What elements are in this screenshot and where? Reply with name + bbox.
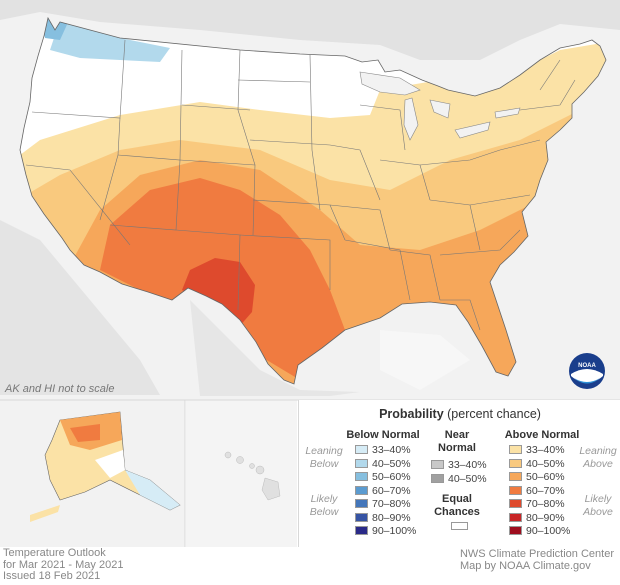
outlook-title: Temperature Outlook [3, 547, 106, 559]
near-normal-legend-item: 33–40% [431, 460, 487, 471]
likely-below-label: Likely Below [309, 493, 339, 518]
leaning-above-label: Leaning Above [579, 445, 617, 470]
legend-title: Probability (percent chance) [379, 407, 541, 421]
below-normal-legend-item: 70–80% [355, 499, 411, 510]
above-normal-swatch [509, 499, 522, 508]
above-normal-swatch-label: 70–80% [526, 498, 565, 510]
below-normal-swatch [355, 472, 368, 481]
above-normal-swatch-label: 60–70% [526, 484, 565, 497]
below-normal-legend-item: 50–60% [355, 472, 411, 483]
below-normal-legend-item: 40–50% [355, 457, 411, 470]
below-normal-legend-item: 60–70% [355, 484, 411, 497]
above-normal-swatch [509, 526, 522, 535]
outlook-period: for Mar 2021 - May 2021 [3, 558, 124, 571]
near-normal-legend-item: 40–50% [431, 472, 487, 485]
above-normal-legend-item: 80–90% [509, 511, 565, 524]
near-normal-swatch-label: 40–50% [448, 472, 487, 485]
above-normal-heading: Above Normal [504, 429, 580, 441]
above-normal-legend-item: 90–100% [509, 526, 570, 537]
above-normal-swatch [509, 445, 522, 454]
issued-date: Issued 18 Feb 2021 [3, 570, 101, 582]
above-normal-legend-item: 40–50% [509, 457, 565, 470]
above-normal-swatch [509, 512, 522, 522]
near-normal-swatch [431, 473, 444, 483]
below-normal-swatch-label: 70–80% [372, 498, 411, 510]
below-normal-swatch [355, 485, 368, 495]
above-normal-swatch-label: 50–60% [526, 471, 565, 483]
below-normal-legend-item: 80–90% [355, 511, 411, 524]
above-normal-swatch-label: 40–50% [526, 457, 565, 470]
below-normal-swatch-label: 90–100% [372, 525, 417, 537]
near-normal-swatch-label: 33–40% [448, 459, 487, 471]
below-normal-heading: Below Normal [346, 429, 420, 441]
above-normal-swatch [509, 458, 522, 468]
below-normal-legend-item: 33–40% [355, 445, 411, 456]
footer-left: Temperature Outlook for Mar 2021 - May 2… [3, 547, 124, 583]
likely-above-label: Likely Above [583, 493, 613, 518]
below-normal-swatch-label: 40–50% [372, 457, 411, 470]
near-normal-swatch [431, 460, 444, 469]
above-normal-legend-item: 50–60% [509, 472, 565, 483]
below-normal-swatch-label: 80–90% [372, 511, 411, 524]
leaning-below-label: Leaning Below [305, 445, 343, 470]
equal-chances-label: Equal Chances [434, 493, 480, 518]
above-normal-legend-item: 33–40% [509, 445, 565, 456]
legend: Probability (percent chance) Below Norma… [298, 400, 620, 547]
svg-text:NOAA: NOAA [578, 363, 596, 369]
below-normal-swatch [355, 445, 368, 454]
above-normal-swatch-label: 80–90% [526, 511, 565, 524]
near-normal-heading: Near Normal [438, 429, 476, 454]
below-normal-swatch [355, 499, 368, 508]
equal-chances-swatch [451, 522, 468, 530]
above-normal-swatch-label: 33–40% [526, 444, 565, 456]
noaa-logo-icon: NOAA [569, 353, 605, 389]
below-normal-legend-item: 90–100% [355, 526, 416, 537]
below-normal-swatch-label: 60–70% [372, 484, 411, 497]
below-normal-swatch [355, 458, 368, 468]
above-normal-swatch [509, 472, 522, 481]
below-normal-swatch [355, 526, 368, 535]
above-normal-swatch-label: 90–100% [526, 525, 571, 537]
above-normal-swatch [509, 485, 522, 495]
below-normal-swatch-label: 33–40% [372, 444, 411, 456]
footer-right: NWS Climate Prediction Center Map by NOA… [460, 548, 614, 572]
source-credit: NWS Climate Prediction Center [459, 548, 614, 560]
above-normal-legend-item: 60–70% [509, 484, 565, 497]
above-normal-legend-item: 70–80% [509, 499, 565, 510]
below-normal-swatch [355, 512, 368, 522]
scale-note: AK and HI not to scale [5, 383, 115, 395]
map-credit: Map by NOAA Climate.gov [459, 560, 591, 572]
below-normal-swatch-label: 50–60% [372, 471, 411, 483]
